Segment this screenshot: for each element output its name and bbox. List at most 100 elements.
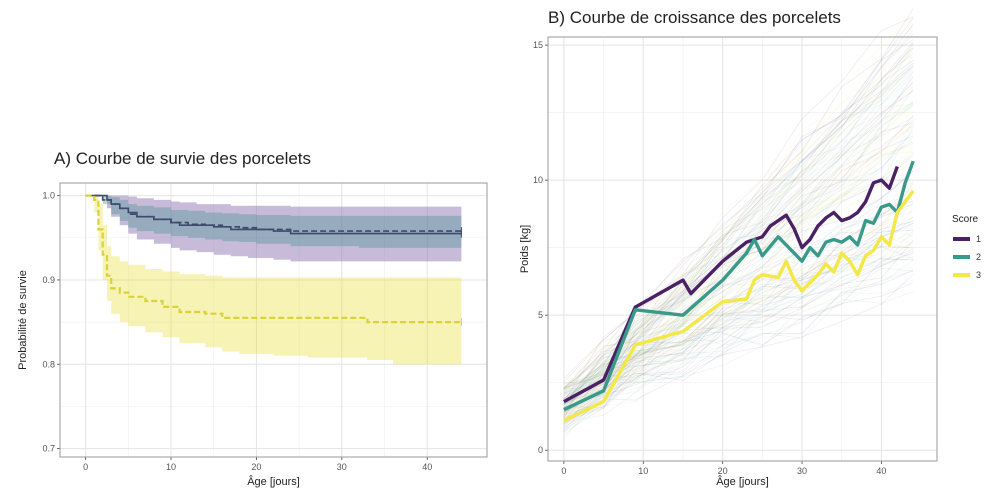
individual-trajectory [563,64,914,413]
individual-trajectory [563,104,914,416]
growth-line-score-1 [563,166,899,404]
individual-trajectory [563,50,914,413]
individual-trajectory [563,224,914,419]
individual-trajectory [563,241,914,425]
individual-trajectory [563,291,914,431]
individual-trajectory [563,47,914,431]
individual-trajectory [563,132,914,388]
individual-trajectory [563,147,914,387]
individual-trajectory [563,267,914,409]
individual-trajectory [563,266,914,414]
individual-trajectory [563,255,914,424]
individual-trajectory [563,237,914,425]
individual-trajectory [563,43,914,422]
legend-title: Score [952,214,979,225]
individual-trajectory [563,13,914,393]
y-axis-label: Poids [kg] [519,225,531,273]
individual-trajectory [563,173,914,411]
x-tick-label: 40 [422,462,432,472]
individual-trajectory [563,41,914,379]
chart-b-title: B) Courbe de croissance des porcelets [548,8,841,27]
individual-trajectory [563,245,914,422]
survival-curve-score-2 [85,194,462,232]
y-axis-label: Probabilité de survie [17,270,29,370]
plot-border [547,36,938,462]
individual-trajectory [563,248,914,421]
individual-trajectory [563,48,914,406]
plot-panel [548,37,937,461]
individual-trajectory [563,269,914,429]
individual-trajectory [563,246,914,403]
individual-trajectory [563,232,914,417]
individual-trajectory [563,181,914,391]
individual-trajectory [563,39,914,383]
individual-trajectory [563,282,914,426]
x-tick-label: 20 [718,466,728,476]
individual-trajectory [563,256,914,404]
individual-trajectory [563,85,914,391]
x-axis-label: Âge [jours] [716,475,769,488]
individual-trajectory [563,216,914,388]
legend-label-score-2: 2 [976,252,981,262]
individual-trajectory [563,130,914,433]
individual-trajectory [563,8,914,400]
y-tick-label: 0.8 [42,359,55,369]
legend-label-score-1: 1 [976,234,981,244]
individual-trajectory [563,279,914,420]
individual-trajectory [563,47,914,389]
x-tick-label: 20 [251,462,261,472]
individual-trajectory [563,259,914,423]
individual-trajectory [563,111,914,412]
individual-trajectory [563,196,914,422]
x-tick-label: 10 [166,462,176,472]
individual-trajectory [563,30,914,417]
plot-border [59,182,488,458]
individual-trajectory [563,120,914,418]
x-tick-label: 0 [83,462,88,472]
individual-trajectory [563,235,914,412]
y-tick-label: 0.9 [42,275,55,285]
individual-trajectory [563,169,914,433]
x-axis-label: Âge [jours] [247,475,300,488]
x-tick-label: 0 [561,466,566,476]
individual-trajectory [563,220,914,412]
x-tick-label: 40 [876,466,886,476]
individual-trajectory [563,221,914,408]
individual-trajectory [563,273,914,419]
individual-trajectory [563,240,914,402]
growth-line-score-3 [563,189,915,423]
y-tick-label: 0.7 [42,444,55,454]
individual-trajectory [563,232,914,404]
individual-trajectory [563,160,914,440]
individual-trajectory [563,53,914,409]
individual-trajectory [563,23,914,403]
confidence-band-score-1 [85,195,462,262]
individual-trajectory [563,222,914,409]
legend-label-score-3: 3 [976,270,981,280]
individual-trajectory [563,187,914,390]
individual-trajectory [563,123,914,421]
growth-line-score-2 [563,160,915,412]
individual-trajectory [563,226,914,398]
individual-trajectory [563,188,914,428]
individual-trajectory [563,253,914,437]
chart-a-title: A) Courbe de survie des porcelets [54,149,312,168]
individual-trajectory [563,145,914,413]
individual-trajectory [563,16,914,394]
individual-trajectory [563,154,914,403]
individual-trajectory [563,229,914,389]
individual-trajectory [563,270,914,384]
individual-trajectory [563,222,914,396]
y-tick-label: 15 [533,40,543,50]
confidence-band-score-2 [85,195,462,248]
x-tick-label: 30 [797,466,807,476]
individual-trajectory [563,171,914,403]
individual-trajectory [563,241,914,384]
y-tick-label: 5 [538,310,543,320]
individual-trajectory [563,136,914,410]
x-tick-label: 30 [337,462,347,472]
individual-trajectory [563,88,914,389]
y-tick-label: 1.0 [42,191,55,201]
